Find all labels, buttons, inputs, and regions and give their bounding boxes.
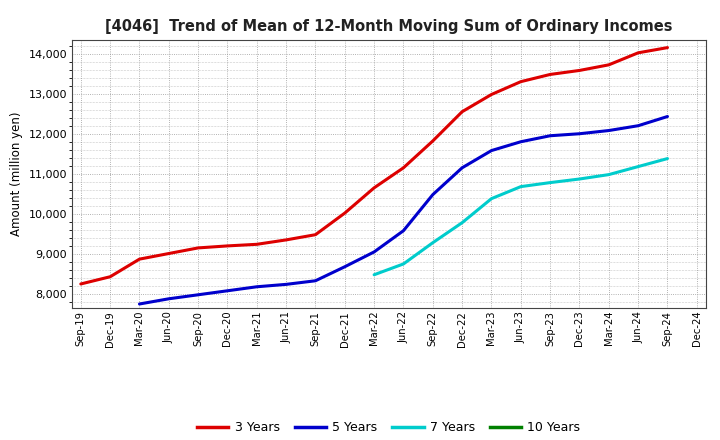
3 Years — [106, 274, 114, 279]
3 Years — [370, 185, 379, 191]
7 Years — [399, 261, 408, 267]
7 Years — [370, 272, 379, 277]
3 Years — [663, 45, 672, 50]
7 Years — [428, 240, 437, 246]
5 Years — [164, 296, 173, 301]
7 Years — [458, 220, 467, 225]
3 Years — [605, 62, 613, 67]
3 Years — [341, 210, 349, 216]
5 Years — [546, 133, 554, 139]
7 Years — [634, 164, 642, 169]
5 Years — [634, 123, 642, 128]
3 Years — [282, 237, 290, 242]
Y-axis label: Amount (million yen): Amount (million yen) — [10, 112, 23, 236]
5 Years — [399, 228, 408, 233]
3 Years — [428, 138, 437, 143]
5 Years — [428, 192, 437, 197]
3 Years — [311, 232, 320, 237]
5 Years — [135, 301, 144, 307]
7 Years — [516, 184, 525, 189]
Legend: 3 Years, 5 Years, 7 Years, 10 Years: 3 Years, 5 Years, 7 Years, 10 Years — [192, 416, 585, 439]
3 Years — [253, 242, 261, 247]
5 Years — [194, 292, 202, 297]
5 Years — [341, 264, 349, 269]
3 Years — [164, 251, 173, 256]
7 Years — [663, 156, 672, 161]
5 Years — [223, 288, 232, 293]
3 Years — [575, 68, 584, 73]
5 Years — [311, 278, 320, 283]
5 Years — [458, 165, 467, 170]
3 Years — [135, 257, 144, 262]
5 Years — [487, 148, 496, 153]
5 Years — [605, 128, 613, 133]
5 Years — [282, 282, 290, 287]
Title: [4046]  Trend of Mean of 12-Month Moving Sum of Ordinary Incomes: [4046] Trend of Mean of 12-Month Moving … — [105, 19, 672, 34]
7 Years — [487, 196, 496, 201]
5 Years — [370, 249, 379, 255]
3 Years — [76, 281, 85, 286]
3 Years — [399, 165, 408, 170]
Line: 5 Years: 5 Years — [140, 117, 667, 304]
3 Years — [458, 109, 467, 114]
3 Years — [487, 92, 496, 97]
3 Years — [634, 50, 642, 55]
5 Years — [253, 284, 261, 290]
7 Years — [575, 176, 584, 182]
3 Years — [223, 243, 232, 249]
5 Years — [663, 114, 672, 119]
3 Years — [194, 245, 202, 250]
5 Years — [516, 139, 525, 144]
5 Years — [575, 131, 584, 136]
7 Years — [546, 180, 554, 185]
Line: 3 Years: 3 Years — [81, 48, 667, 284]
Line: 7 Years: 7 Years — [374, 158, 667, 275]
7 Years — [605, 172, 613, 177]
3 Years — [516, 79, 525, 84]
3 Years — [546, 72, 554, 77]
